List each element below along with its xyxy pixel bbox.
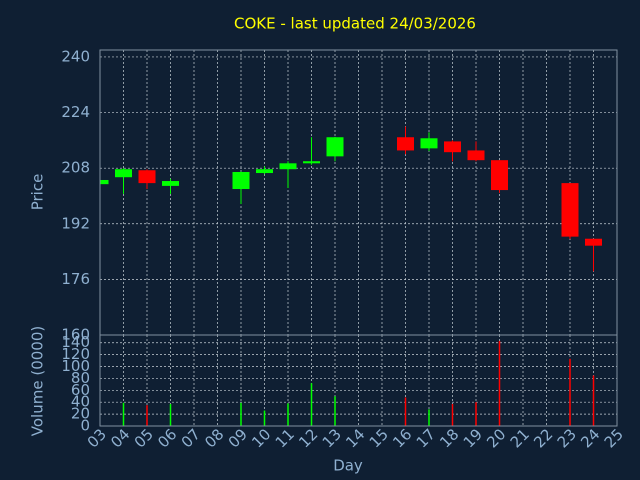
- volume-tick-label: 60: [71, 381, 90, 399]
- candle-body: [397, 137, 414, 151]
- chart-title: COKE - last updated 24/03/2026: [234, 15, 476, 33]
- y-tick-label: 160: [61, 326, 90, 344]
- volume-bar: [592, 375, 595, 426]
- volume-bar: [334, 396, 336, 426]
- volume-bar: [404, 397, 407, 426]
- volume-bar: [122, 402, 125, 426]
- volume-tick-label: 140: [61, 333, 90, 351]
- y-tick-label: 176: [61, 270, 90, 288]
- volume-frame: [99, 334, 618, 427]
- y-tick-label: 224: [61, 103, 90, 121]
- volume-tick-label: 120: [61, 345, 90, 363]
- volume-bar: [569, 358, 571, 426]
- volume-bar: [475, 402, 477, 426]
- volume-bar: [451, 403, 454, 426]
- candle-body: [561, 183, 579, 237]
- candle-body: [162, 181, 179, 186]
- candle-body: [444, 141, 461, 153]
- volume-tick-label: 20: [71, 405, 90, 423]
- candle-body: [491, 160, 508, 191]
- candle-body: [138, 170, 156, 184]
- candle-body: [585, 238, 602, 246]
- candle-body: [100, 179, 109, 185]
- volume-bar: [498, 340, 501, 426]
- y-tick-label: 240: [61, 47, 90, 65]
- candle-body: [303, 161, 320, 164]
- volume-tick-label: 0: [80, 417, 90, 435]
- candle-body: [467, 150, 485, 161]
- candle-body: [256, 169, 273, 174]
- y-tick-label: 208: [61, 159, 90, 177]
- volume-bar: [169, 403, 172, 426]
- candle-body: [279, 163, 297, 170]
- candle-body: [420, 138, 438, 149]
- volume-bar: [287, 403, 289, 426]
- volume-bar: [310, 383, 313, 426]
- candle-body: [115, 169, 132, 178]
- y-tick-label: 192: [61, 214, 90, 232]
- candle-body: [326, 137, 344, 157]
- volume-bar: [428, 409, 430, 426]
- volume-axis-label: Volume (0000): [29, 326, 47, 436]
- volume-bar: [240, 402, 242, 426]
- volume-tick-label: 40: [71, 393, 90, 411]
- y-axis-label: Price: [29, 174, 47, 211]
- volume-tick-label: 100: [61, 357, 90, 375]
- x-axis-label: Day: [333, 457, 363, 475]
- volume-bar: [146, 405, 148, 426]
- volume-tick-label: 80: [71, 369, 90, 387]
- candle-body: [232, 171, 250, 190]
- volume-bar: [263, 410, 266, 426]
